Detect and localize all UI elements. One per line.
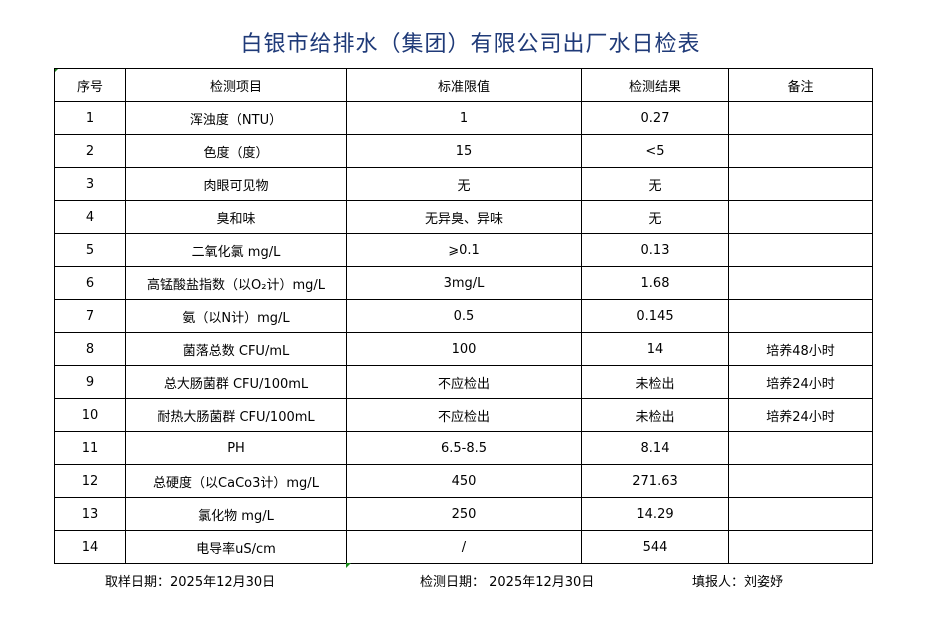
remark: [728, 134, 873, 168]
header-cell: 检测项目: [125, 68, 347, 102]
test-item: 氯化物 mg/L: [125, 497, 347, 531]
reporter: 填报人：刘姿妤: [692, 575, 784, 590]
test-result: 271.63: [581, 464, 729, 498]
remark: [728, 200, 873, 234]
row-number: 6: [54, 266, 126, 300]
standard-limit: /: [346, 530, 582, 564]
test-item: 高锰酸盐指数（以O₂计）mg/L: [125, 266, 347, 300]
table-header-row: 序号 检测项目 标准限值 检测结果 备注: [54, 68, 873, 102]
table-row: 13 氯化物 mg/L 250 14.29: [54, 497, 873, 531]
row-number: 8: [54, 332, 126, 366]
remark: [728, 167, 873, 201]
test-item: 浑浊度（NTU）: [125, 101, 347, 135]
test-result: <5: [581, 134, 729, 168]
test-result: 0.13: [581, 233, 729, 267]
table-row: 5 二氧化氯 mg/L ⩾0.1 0.13: [54, 233, 873, 267]
standard-limit: ⩾0.1: [346, 233, 582, 267]
test-item: 色度（度）: [125, 134, 347, 168]
test-result: 无: [581, 200, 729, 234]
standard-limit: 3mg/L: [346, 266, 582, 300]
remark: [728, 464, 873, 498]
table-row: 1 浑浊度（NTU） 1 0.27: [54, 101, 873, 135]
remark: [728, 497, 873, 531]
table-row: 6 高锰酸盐指数（以O₂计）mg/L 3mg/L 1.68: [54, 266, 873, 300]
table-row: 3 肉眼可见物无无: [54, 167, 873, 201]
test-result: 未检出: [581, 365, 729, 399]
test-result: 1.68: [581, 266, 729, 300]
test-result: 0.145: [581, 299, 729, 333]
row-number: 11: [54, 431, 126, 465]
table-row: 11 PH 6.5-8.5 8.14: [54, 431, 873, 465]
standard-limit: 100: [346, 332, 582, 366]
row-number: 13: [54, 497, 126, 531]
table-row: 8 菌落总数 CFU/mL 100 14 培养48小时: [54, 332, 873, 366]
test-result: 14: [581, 332, 729, 366]
test-item: 电导率uS/cm: [125, 530, 347, 564]
table-row: 9 总大肠菌群 CFU/100mL 不应检出 未检出 培养24小时: [54, 365, 873, 399]
standard-limit: 无异臭、异味: [346, 200, 582, 234]
standard-limit: 6.5-8.5: [346, 431, 582, 465]
test-item: 总大肠菌群 CFU/100mL: [125, 365, 347, 399]
cell-marker: [346, 563, 351, 568]
standard-limit: 250: [346, 497, 582, 531]
remark: [728, 530, 873, 564]
test-date: 检测日期： 2025年12月30日: [420, 575, 595, 590]
remark: [728, 266, 873, 300]
header-cell: 备注: [728, 68, 873, 102]
row-number: 10: [54, 398, 126, 432]
row-number: 14: [54, 530, 126, 564]
row-number: 3: [54, 167, 126, 201]
row-number: 5: [54, 233, 126, 267]
remark: [728, 233, 873, 267]
test-result: 未检出: [581, 398, 729, 432]
table-row: 14 电导率uS/cm/544: [54, 530, 873, 564]
test-result: 0.27: [581, 101, 729, 135]
remark: 培养24小时: [728, 365, 873, 399]
row-number: 2: [54, 134, 126, 168]
test-result: 8.14: [581, 431, 729, 465]
header-cell: 序号: [54, 68, 126, 102]
test-item: 总硬度（以CaCo3计）mg/L: [125, 464, 347, 498]
test-result: 544: [581, 530, 729, 564]
test-item: 臭和味: [125, 200, 347, 234]
test-item: 耐热大肠菌群 CFU/100mL: [125, 398, 347, 432]
page-title: 白银市给排水（集团）有限公司出厂水日检表: [240, 32, 701, 57]
table-row: 7 氨（以N计）mg/L 0.5 0.145: [54, 299, 873, 333]
remark: 培养48小时: [728, 332, 873, 366]
table-row: 12 总硬度（以CaCo3计）mg/L 450 271.63: [54, 464, 873, 498]
test-result: 14.29: [581, 497, 729, 531]
remark: [728, 299, 873, 333]
standard-limit: 不应检出: [346, 365, 582, 399]
remark: 培养24小时: [728, 398, 873, 432]
header-cell: 检测结果: [581, 68, 729, 102]
test-item: PH: [125, 431, 347, 465]
remark: [728, 101, 873, 135]
row-number: 12: [54, 464, 126, 498]
row-number: 9: [54, 365, 126, 399]
standard-limit: 15: [346, 134, 582, 168]
sample-date: 取样日期：2025年12月30日: [105, 575, 276, 590]
standard-limit: 0.5: [346, 299, 582, 333]
row-number: 1: [54, 101, 126, 135]
standard-limit: 1: [346, 101, 582, 135]
test-result: 无: [581, 167, 729, 201]
header-cell: 标准限值: [346, 68, 582, 102]
table-row: 10 耐热大肠菌群 CFU/100mL 不应检出 未检出 培养24小时: [54, 398, 873, 432]
test-item: 二氧化氯 mg/L: [125, 233, 347, 267]
row-number: 4: [54, 200, 126, 234]
test-item: 氨（以N计）mg/L: [125, 299, 347, 333]
table-row: 2 色度（度） 15 <5: [54, 134, 873, 168]
standard-limit: 无: [346, 167, 582, 201]
row-number: 7: [54, 299, 126, 333]
test-item: 菌落总数 CFU/mL: [125, 332, 347, 366]
standard-limit: 不应检出: [346, 398, 582, 432]
test-item: 肉眼可见物: [125, 167, 347, 201]
table-row: 4 臭和味 无异臭、异味无: [54, 200, 873, 234]
standard-limit: 450: [346, 464, 582, 498]
inspection-table: 序号 检测项目 标准限值 检测结果 备注 1 浑浊度（NTU） 1 0.27 2 色度（度…: [54, 68, 873, 564]
remark: [728, 431, 873, 465]
